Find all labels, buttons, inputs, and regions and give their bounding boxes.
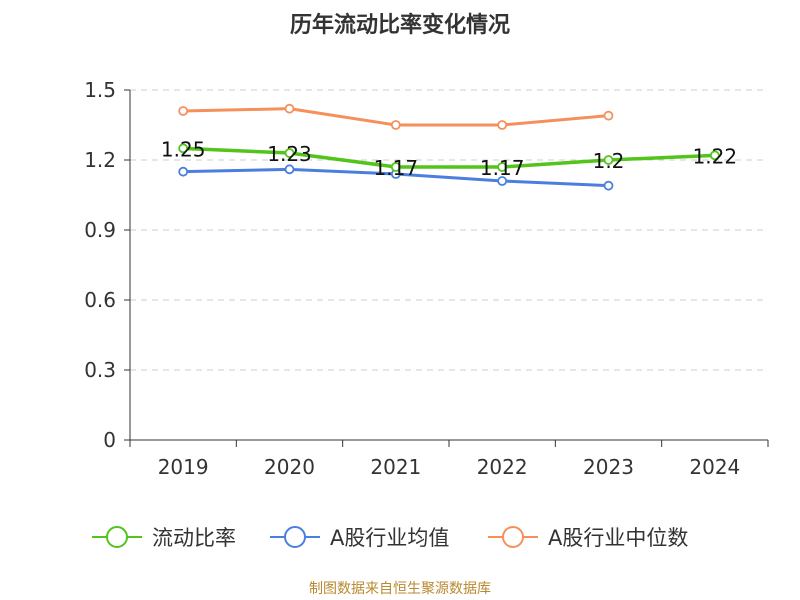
data-point	[497, 120, 508, 130]
data-label: 1.23	[267, 142, 312, 166]
series-line-current-ratio	[181, 146, 717, 169]
data-point	[284, 148, 295, 158]
x-tick-label: 2024	[689, 455, 740, 479]
data-point	[390, 162, 401, 172]
data-point	[178, 166, 189, 177]
data-point	[497, 162, 508, 172]
data-point	[178, 143, 189, 154]
data-point	[390, 120, 401, 130]
data-label: 1.25	[161, 137, 206, 161]
chart-title: 历年流动比率变化情况	[290, 12, 510, 38]
data-point	[284, 103, 295, 114]
data-point	[603, 155, 614, 165]
data-point	[178, 106, 189, 116]
y-tick-label: 1.2	[84, 148, 116, 172]
data-label: 1.17	[480, 156, 525, 180]
legend-marker	[502, 526, 524, 548]
x-tick-label: 2021	[370, 455, 421, 479]
data-point	[284, 164, 295, 175]
x-tick-label: 2022	[477, 455, 528, 479]
y-tick-label: 0.6	[84, 288, 116, 312]
legend-label: 流动比率	[152, 526, 236, 550]
x-tick-label: 2023	[583, 455, 634, 479]
legend-marker	[284, 526, 306, 548]
y-tick-label: 1.5	[84, 78, 116, 102]
data-point	[603, 180, 614, 191]
y-tick-label: 0.9	[84, 218, 116, 242]
y-tick-label: 0.3	[84, 358, 116, 382]
legend-marker	[106, 526, 128, 548]
data-label: 1.22	[693, 144, 738, 168]
source-footer: 制图数据来自恒生聚源数据库	[309, 581, 491, 597]
x-tick-label: 2020	[264, 455, 315, 479]
data-point	[603, 110, 614, 121]
legend-label: A股行业均值	[330, 526, 449, 550]
data-point	[497, 176, 508, 186]
data-point	[709, 150, 720, 161]
legend-label: A股行业中位数	[548, 526, 688, 550]
x-tick-label: 2019	[158, 455, 209, 479]
data-label: 1.17	[374, 156, 419, 180]
data-label: 1.2	[593, 149, 625, 173]
y-tick-label: 0	[103, 428, 116, 452]
